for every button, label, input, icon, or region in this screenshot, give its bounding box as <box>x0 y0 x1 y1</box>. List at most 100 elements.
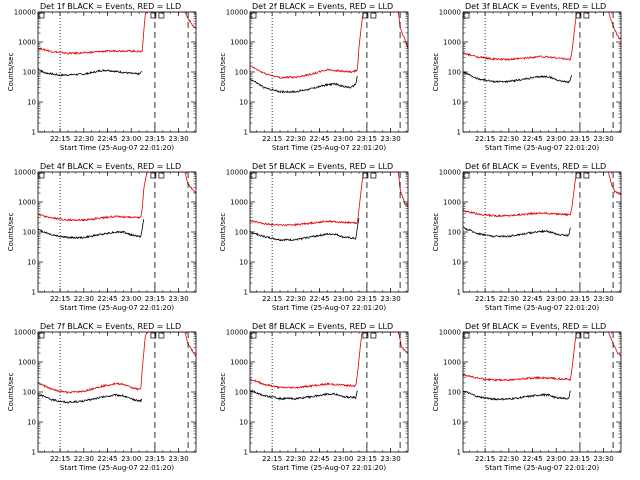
x-tick-label: 22:45 <box>97 295 117 303</box>
x-tick-label: 22:30 <box>286 455 306 463</box>
x-axis-label: Start Time (25-Aug-07 22:01:20) <box>272 144 386 152</box>
plot-frame <box>249 171 409 293</box>
x-tick-label: 22:30 <box>499 295 519 303</box>
y-axis-label: Counts/sec <box>432 373 440 412</box>
y-tick-label: 1 <box>457 289 461 297</box>
x-tick-label: 23:15 <box>357 295 377 303</box>
y-tick-label: 1 <box>244 129 248 137</box>
panel-7: Det 7f BLACK = Events, RED = LLD 1 10 100 10… <box>7 322 197 472</box>
y-axis-label: Counts/sec <box>219 53 227 92</box>
events-line <box>463 71 573 84</box>
flag-marker <box>463 172 470 179</box>
flag-marker <box>583 12 590 19</box>
x-tick-label: 22:45 <box>309 455 329 463</box>
panel-3: Det 3f BLACK = Events, RED = LLD 1 10 100 10… <box>432 2 622 152</box>
x-axis-label: Start Time (25-Aug-07 22:01:20) <box>272 464 386 472</box>
events-line <box>38 68 142 77</box>
flag-marker <box>575 12 582 19</box>
y-tick-label: 1000 <box>443 39 461 47</box>
series-group <box>250 12 408 94</box>
y-tick-label: 1000 <box>18 39 36 47</box>
flag-marker <box>158 332 165 339</box>
x-tick-label: 23:15 <box>570 135 590 143</box>
y-tick-label: 10 <box>452 259 461 267</box>
x-tick-label: 23:30 <box>381 135 401 143</box>
x-axis-label: Start Time (25-Aug-07 22:01:20) <box>485 464 599 472</box>
x-axis-label: Start Time (25-Aug-07 22:01:20) <box>60 304 174 312</box>
y-tick-label: 10 <box>27 99 36 107</box>
y-tick-label: 1 <box>32 129 36 137</box>
events-line <box>38 393 143 404</box>
lld-line <box>250 12 408 79</box>
events-line <box>463 226 571 238</box>
x-tick-label: 23:00 <box>333 135 353 143</box>
x-tick-label: 23:15 <box>570 455 590 463</box>
y-tick-label: 1000 <box>230 199 248 207</box>
flag-marker <box>158 172 165 179</box>
x-tick-label: 23:15 <box>357 135 377 143</box>
y-tick-label: 10 <box>452 99 461 107</box>
x-tick-label: 22:15 <box>475 295 495 303</box>
series-group <box>38 12 196 77</box>
lld-line <box>38 12 196 55</box>
lld-line <box>463 332 621 382</box>
panel-1: Det 1f BLACK = Events, RED = LLD 1 10 100 10… <box>7 2 197 152</box>
x-axis-label: Start Time (25-Aug-07 22:01:20) <box>272 304 386 312</box>
y-tick-label: 1000 <box>443 359 461 367</box>
y-tick-label: 10 <box>239 419 248 427</box>
x-tick-label: 22:45 <box>309 135 329 143</box>
events-line <box>250 218 360 242</box>
x-tick-label: 23:30 <box>169 135 189 143</box>
events-line <box>463 390 571 401</box>
panel-6: Det 6f BLACK = Events, RED = LLD 1 10 100 10… <box>432 162 622 312</box>
flag-marker <box>38 12 45 19</box>
flag-marker <box>362 332 369 339</box>
x-tick-label: 23:00 <box>121 295 141 303</box>
x-tick-label: 23:30 <box>594 455 614 463</box>
x-tick-label: 22:15 <box>262 295 282 303</box>
x-tick-label: 23:15 <box>570 295 590 303</box>
flag-marker <box>150 332 157 339</box>
panel-title: Det 3f BLACK = Events, RED = LLD <box>465 2 606 11</box>
flag-marker <box>250 172 257 179</box>
panel-8: Det 8f BLACK = Events, RED = LLD 1 10 100 10… <box>219 322 409 472</box>
x-tick-label: 23:00 <box>546 455 566 463</box>
x-tick-label: 22:30 <box>286 295 306 303</box>
flag-marker <box>463 12 470 19</box>
y-tick-label: 10000 <box>439 169 461 177</box>
lld-line <box>463 12 621 61</box>
y-tick-label: 10 <box>239 99 248 107</box>
events-line <box>38 219 145 240</box>
y-tick-label: 10000 <box>14 169 36 177</box>
plot-frame <box>462 331 622 453</box>
x-tick-label: 22:45 <box>522 455 542 463</box>
x-tick-label: 23:00 <box>333 295 353 303</box>
x-tick-label: 22:15 <box>262 135 282 143</box>
x-tick-label: 23:30 <box>169 295 189 303</box>
x-axis-label: Start Time (25-Aug-07 22:01:20) <box>60 144 174 152</box>
x-tick-label: 22:15 <box>50 135 70 143</box>
x-tick-label: 23:30 <box>169 455 189 463</box>
y-tick-label: 10 <box>27 259 36 267</box>
x-tick-label: 22:30 <box>74 135 94 143</box>
plot-frame <box>462 11 622 133</box>
flag-marker <box>370 172 377 179</box>
x-tick-label: 22:15 <box>475 135 495 143</box>
flag-marker <box>250 332 257 339</box>
x-axis-label: Start Time (25-Aug-07 22:01:20) <box>60 464 174 472</box>
x-tick-label: 22:45 <box>522 295 542 303</box>
panel-title: Det 2f BLACK = Events, RED = LLD <box>252 2 393 11</box>
y-tick-label: 1000 <box>443 199 461 207</box>
y-tick-label: 10000 <box>14 329 36 337</box>
x-tick-label: 22:15 <box>475 455 495 463</box>
y-tick-label: 10 <box>452 419 461 427</box>
y-tick-label: 1000 <box>18 199 36 207</box>
x-tick-label: 23:00 <box>121 455 141 463</box>
series-group <box>463 172 621 238</box>
y-tick-label: 1 <box>457 129 461 137</box>
x-tick-label: 22:15 <box>50 295 70 303</box>
flag-marker <box>583 172 590 179</box>
lld-line <box>250 332 408 390</box>
flag-marker <box>38 332 45 339</box>
